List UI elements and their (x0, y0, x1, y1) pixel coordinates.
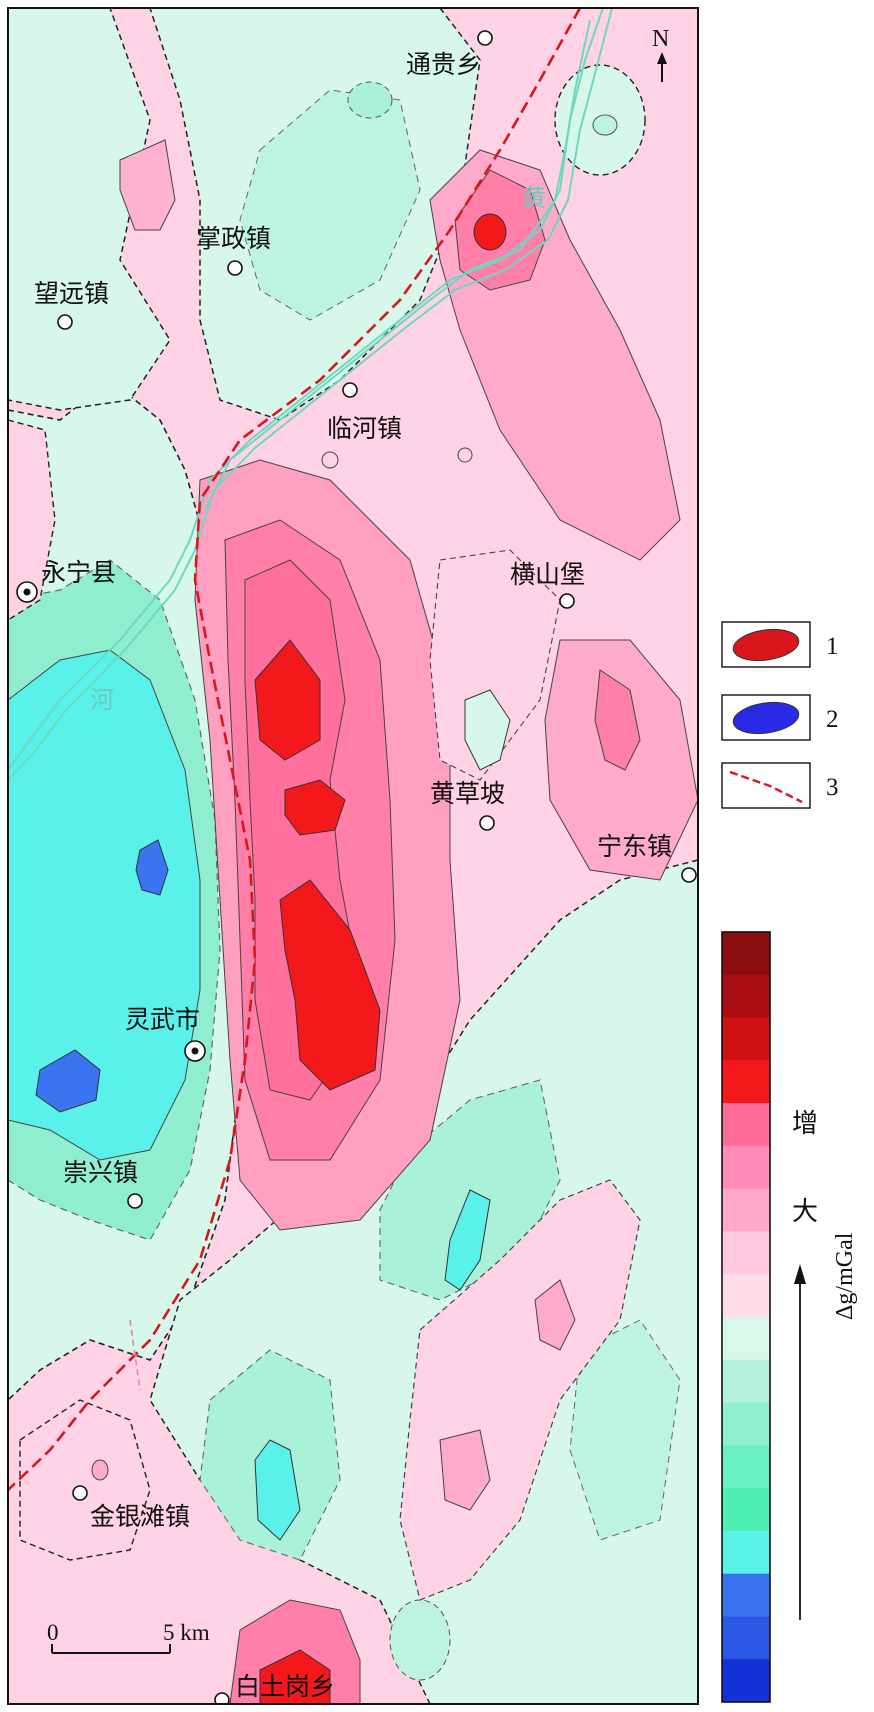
contour-nw-low (8, 8, 171, 411)
north-arrow-head-icon (657, 52, 667, 64)
colorbar-swatch (722, 1488, 770, 1532)
contour-s-peak (259, 1649, 331, 1704)
colorbar-swatch (722, 1616, 770, 1660)
marker-zhangzheng (227, 260, 243, 276)
contour-s-low-4 (389, 1599, 451, 1681)
fault-line (8, 8, 582, 1491)
colorbar-swatch (722, 1231, 770, 1275)
colorbar-axis-label: Δg/mGal (832, 1232, 858, 1320)
colorbar-swatch (722, 1317, 770, 1361)
colorbar-arrow-head-icon (794, 1264, 806, 1284)
contour-blue-low-2 (35, 1049, 101, 1113)
river-label-he: 河 (90, 686, 114, 714)
town-label-huangcaopo: 黄草坡 (430, 779, 505, 808)
contour-se-low-3 (444, 1189, 491, 1291)
marker-huangcaopo (479, 815, 495, 831)
legend-box-3 (721, 762, 811, 809)
town-label-lingwu: 灵武市 (125, 1005, 200, 1034)
colorbar-swatch (722, 1188, 770, 1232)
legend-number-3: 3 (826, 774, 839, 801)
marker-yongning-dot (23, 588, 31, 596)
contour-c-pale (429, 549, 561, 781)
north-arrow-label: N (652, 26, 669, 52)
marker-ningdong (681, 867, 697, 883)
town-label-zhangzheng: 掌政镇 (196, 224, 271, 253)
contour-blue-low-1 (135, 839, 169, 896)
colorbar-swatch (722, 1573, 770, 1617)
town-label-jinyintan: 金银滩镇 (90, 1502, 190, 1531)
colorbar-swatch (722, 974, 770, 1019)
contour-e-high-2 (594, 669, 641, 771)
contour-w-high (8, 419, 56, 621)
river-label-huang: 黄 (522, 184, 546, 212)
town-label-tonggui: 通贵乡 (406, 50, 481, 79)
contour-se-high-3 (534, 1279, 576, 1351)
contour-dot-2 (457, 447, 473, 463)
colorbar-swatch (722, 1145, 770, 1190)
colorbar-word-top: 增 (792, 1109, 818, 1139)
contour-c-peak-2 (284, 779, 346, 836)
town-label-chongxing: 崇兴镇 (63, 1158, 138, 1187)
colorbar-swatch (722, 1445, 770, 1489)
colorbar-swatch (722, 1659, 770, 1703)
legend-item-1: 1 (721, 621, 839, 668)
town-label-ningdong: 宁东镇 (597, 832, 672, 861)
contour-sw-high-2 (91, 1459, 109, 1481)
town-label-linhe: 临河镇 (327, 414, 402, 443)
contour-dot-1 (321, 451, 339, 469)
legend-item-3: 3 (721, 762, 839, 809)
marker-baitugang (214, 1692, 230, 1704)
contour-ne-low-2 (592, 114, 618, 136)
marker-chongxing (127, 1193, 143, 1209)
contour-se-low-4 (569, 1319, 681, 1541)
legend-item-2: 2 (721, 694, 839, 741)
contour-c-peak-3 (279, 879, 381, 1091)
scale-bar-end-label: 5 km (163, 1620, 210, 1645)
legend-number-1: 1 (826, 633, 839, 660)
low-anomaly-icon (732, 701, 800, 735)
colorbar-swatch (722, 1530, 770, 1575)
contour-nw-high (119, 139, 176, 231)
marker-hengshanbao (559, 593, 575, 609)
map-frame (7, 7, 699, 1705)
colorbar-swatch (722, 1359, 770, 1404)
town-label-hengshanbao: 横山堡 (510, 560, 585, 589)
town-label-wangyuan: 望远镇 (34, 279, 109, 308)
marker-jinyintan (72, 1485, 88, 1501)
colorbar-word-bottom: 大 (792, 1197, 818, 1227)
contour-c-peak-1 (254, 639, 321, 761)
colorbar-swatch (722, 1103, 770, 1147)
high-anomaly-icon (732, 628, 800, 662)
contour-ne-peak (473, 213, 507, 251)
north-arrow: N (652, 26, 669, 82)
marker-linhe (342, 382, 358, 398)
colorbar-swatch (722, 1017, 770, 1061)
marker-tonggui (477, 30, 493, 46)
contour-s-low-3 (254, 1439, 301, 1541)
colorbar-frame (721, 931, 771, 1703)
colorbar-swatch (722, 1402, 770, 1446)
colorbar-swatch (722, 1060, 770, 1104)
town-label-baitugang: 白土岗乡 (235, 1672, 335, 1701)
fault-line-icon (729, 770, 803, 804)
town-label-yongning: 永宁县 (41, 558, 116, 587)
contour-sw-high (19, 1399, 151, 1561)
map-area: 黄 河 通贵乡 掌政镇 望远镇 临河镇 永宁县 横山堡 黄草坡 宁东镇 灵武市 (8, 8, 698, 1704)
contour-n-low-3 (347, 81, 393, 119)
yellow-river (8, 8, 613, 781)
colorbar (722, 932, 770, 1703)
minor-fault-line (129, 1319, 141, 1391)
colorbar-swatch (722, 932, 770, 976)
marker-wangyuan (57, 314, 73, 330)
contour-se-high-2 (439, 1429, 491, 1511)
legend-number-2: 2 (826, 706, 839, 733)
contour-c-small-low (464, 689, 511, 771)
scale-bar: 0 5 km (47, 1620, 210, 1654)
colorbar-swatch (722, 1274, 770, 1318)
legend: 1 2 3 (721, 621, 839, 809)
contour-n-low-2 (239, 89, 421, 321)
marker-lingwu-dot (191, 1047, 199, 1055)
scale-bar-start-label: 0 (47, 1620, 59, 1645)
